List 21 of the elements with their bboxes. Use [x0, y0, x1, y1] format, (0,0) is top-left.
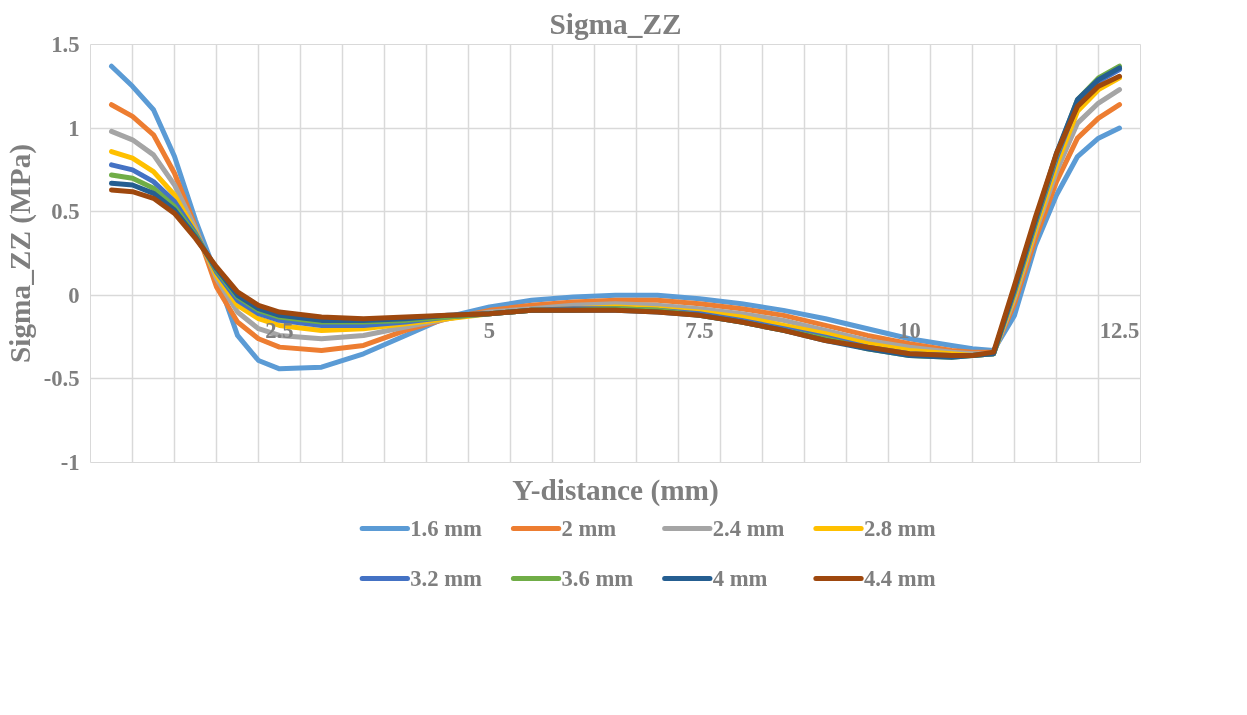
- legend-label: 2.4 mm: [712, 516, 785, 541]
- y-tick-label: 0.5: [51, 199, 80, 225]
- y-tick-label: 0: [68, 282, 80, 308]
- y-tick-label: -0.5: [43, 366, 80, 392]
- legend-label: 2.8 mm: [863, 516, 936, 541]
- legend-label: 3.2 mm: [410, 566, 483, 591]
- x-axis-title: Y-distance (mm): [512, 473, 719, 507]
- y-tick-label: 1: [68, 115, 80, 141]
- chart-title: Sigma_ZZ: [549, 7, 682, 40]
- legend-label: 1.6 mm: [410, 516, 483, 541]
- x-tick-label: 2.5: [265, 318, 294, 344]
- legend-label: 2 mm: [561, 516, 617, 541]
- x-tick-label: 5: [483, 318, 496, 344]
- legend-label: 4.4 mm: [863, 566, 936, 591]
- x-tick-label: 7.5: [685, 318, 714, 344]
- y-tick-label: -1: [60, 450, 80, 475]
- legend-label: 3.6 mm: [561, 566, 634, 591]
- y-tick-label: 1.5: [51, 32, 80, 57]
- y-axis-title: Sigma_ZZ (MPa): [3, 143, 37, 364]
- x-tick-label: 12.5: [1099, 318, 1140, 344]
- legend-label: 4 mm: [712, 566, 768, 591]
